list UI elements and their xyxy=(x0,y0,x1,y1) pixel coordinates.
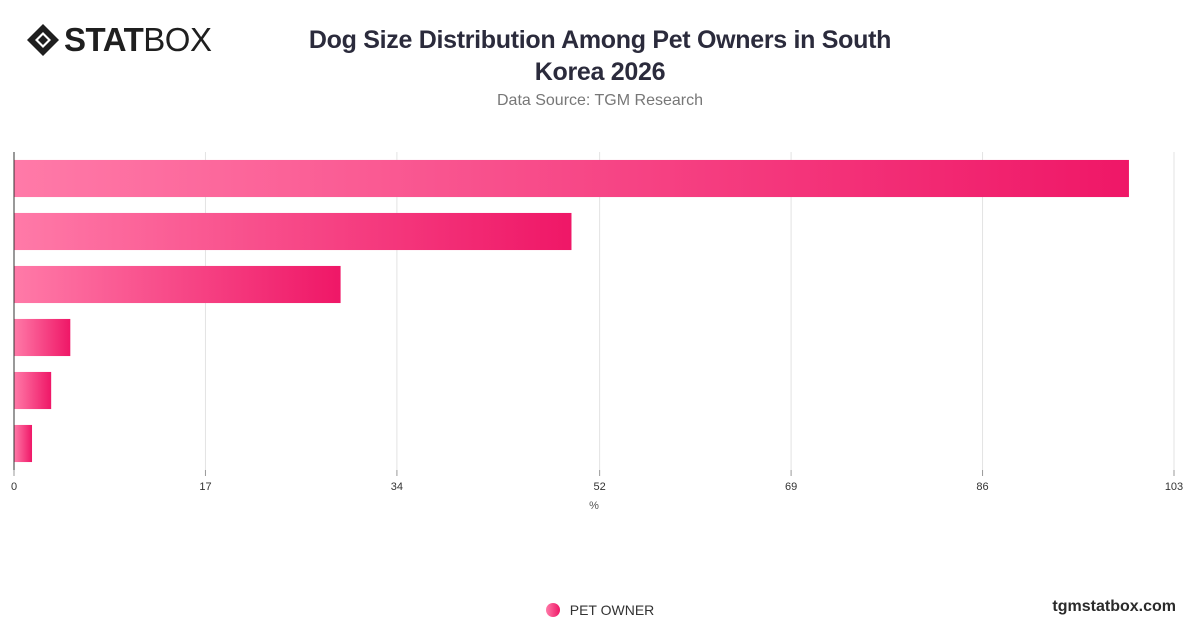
chart-title: Dog Size Distribution Among Pet Owners i… xyxy=(308,26,892,86)
bar[interactable] xyxy=(14,318,71,357)
x-tick-label: 52 xyxy=(594,481,606,493)
x-tick-label: 0 xyxy=(11,481,17,493)
brand-name: STATBOX xyxy=(64,21,212,58)
statbox-logo-icon xyxy=(27,24,59,56)
bar[interactable] xyxy=(14,265,341,304)
brand-name-light: BOX xyxy=(143,21,212,58)
x-tick-label: 69 xyxy=(785,481,797,493)
brand-name-bold: STAT xyxy=(64,21,144,58)
bars xyxy=(14,159,1129,463)
bar[interactable] xyxy=(14,159,1129,198)
x-tick-label: 34 xyxy=(391,481,403,493)
axes: 0 17 34 52 69 86 103 xyxy=(11,152,1183,493)
gridlines xyxy=(204,152,1175,470)
bar[interactable] xyxy=(14,371,52,410)
bar[interactable] xyxy=(14,424,33,463)
brand-logo: STATBOX xyxy=(26,21,212,58)
x-axis-label: % xyxy=(589,500,599,512)
x-tick-label: 103 xyxy=(1165,481,1183,493)
chart-subtitle: Data Source: TGM Research xyxy=(496,92,703,109)
legend-swatch[interactable] xyxy=(545,603,560,617)
x-tick-label: 86 xyxy=(976,481,988,493)
x-tick-label: 17 xyxy=(199,481,211,493)
legend-label[interactable]: PET OWNER xyxy=(569,602,655,618)
footer-site: tgmstatbox.com xyxy=(1052,598,1176,615)
bar[interactable] xyxy=(14,212,572,251)
legend: PET OWNER xyxy=(0,602,1200,618)
